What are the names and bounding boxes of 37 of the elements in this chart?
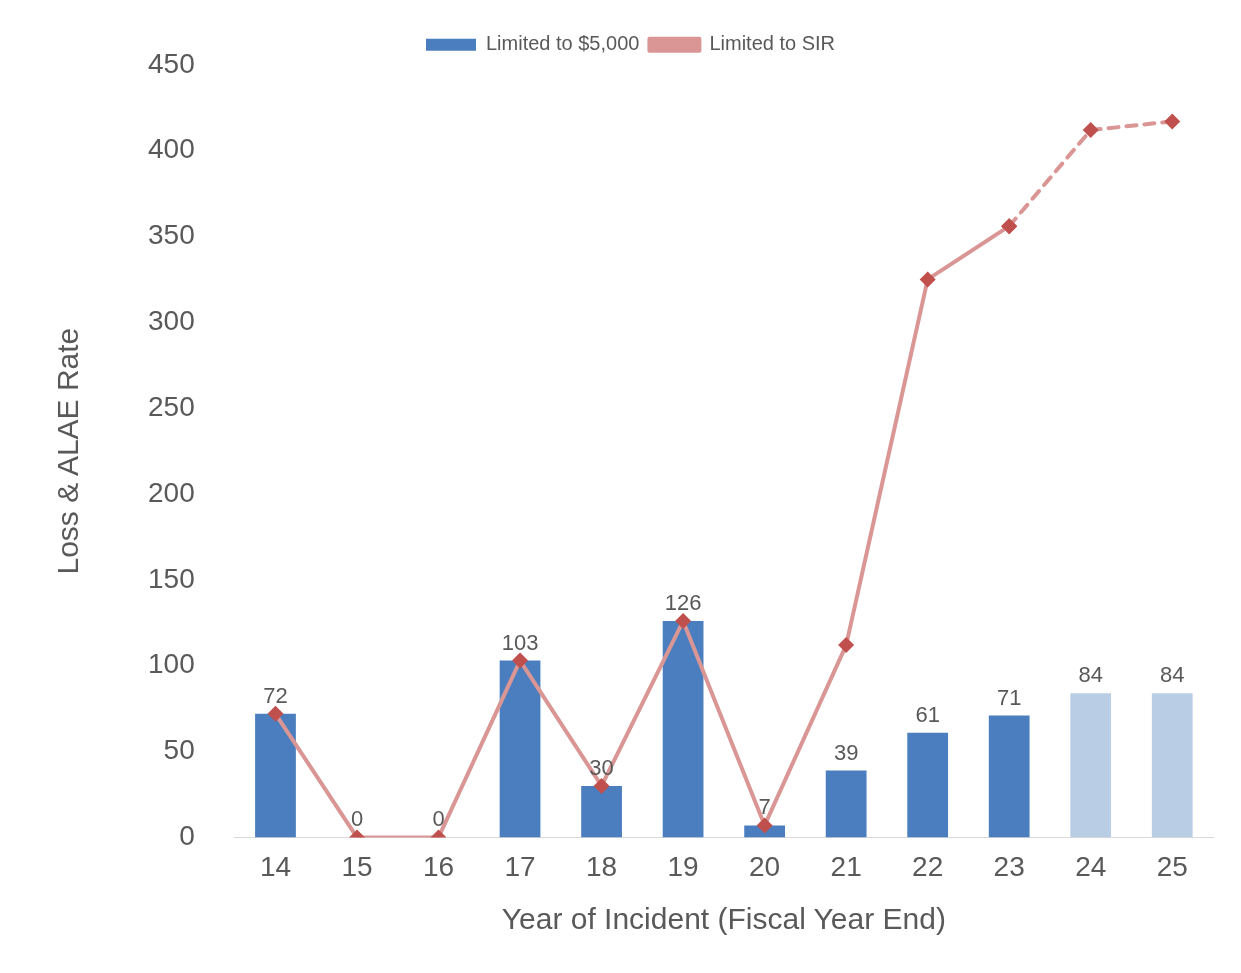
x-tick-label: 21 (830, 850, 862, 882)
y-tick-label: 0 (179, 820, 195, 852)
data-label: 126 (664, 590, 702, 616)
y-axis-title: Loss & ALAE Rate (51, 327, 85, 575)
x-tick-label: 14 (259, 850, 292, 882)
x-tick-label: 17 (504, 850, 536, 882)
data-label: 71 (996, 684, 1022, 710)
data-label: 7 (758, 794, 771, 820)
data-label: 0 (432, 806, 445, 832)
y-tick-label: 50 (163, 734, 195, 766)
data-label: 0 (350, 806, 364, 832)
data-label: 84 (1078, 662, 1103, 688)
x-tick-label: 18 (585, 850, 618, 882)
y-tick-label: 350 (148, 219, 195, 251)
y-tick-label: 300 (148, 305, 195, 337)
legend-label: Limited to SIR (709, 32, 836, 55)
y-tick-label: 250 (148, 390, 195, 422)
data-label: 103 (501, 629, 539, 655)
y-tick-label: 400 (148, 133, 195, 165)
x-tick-label: 24 (1075, 850, 1107, 882)
data-label: 84 (1160, 662, 1185, 688)
x-axis-title: Year of Incident (Fiscal Year End) (501, 902, 946, 936)
data-label: 72 (263, 682, 288, 708)
x-tick-label: 19 (667, 850, 699, 882)
x-tick-label: 22 (912, 850, 944, 882)
y-tick-label: 150 (148, 562, 195, 594)
x-tick-label: 16 (422, 850, 455, 882)
x-tick-label: 25 (1156, 850, 1188, 882)
data-label: 61 (915, 701, 940, 727)
data-label: 39 (833, 739, 859, 765)
y-tick-label: 200 (148, 476, 195, 508)
legend-label: Limited to $5,000 (485, 32, 640, 55)
x-tick-label: 20 (749, 850, 781, 882)
y-tick-label: 100 (148, 648, 195, 680)
x-tick-label: 23 (993, 850, 1025, 882)
y-tick-label: 450 (148, 47, 195, 79)
x-tick-label: 15 (341, 850, 373, 882)
